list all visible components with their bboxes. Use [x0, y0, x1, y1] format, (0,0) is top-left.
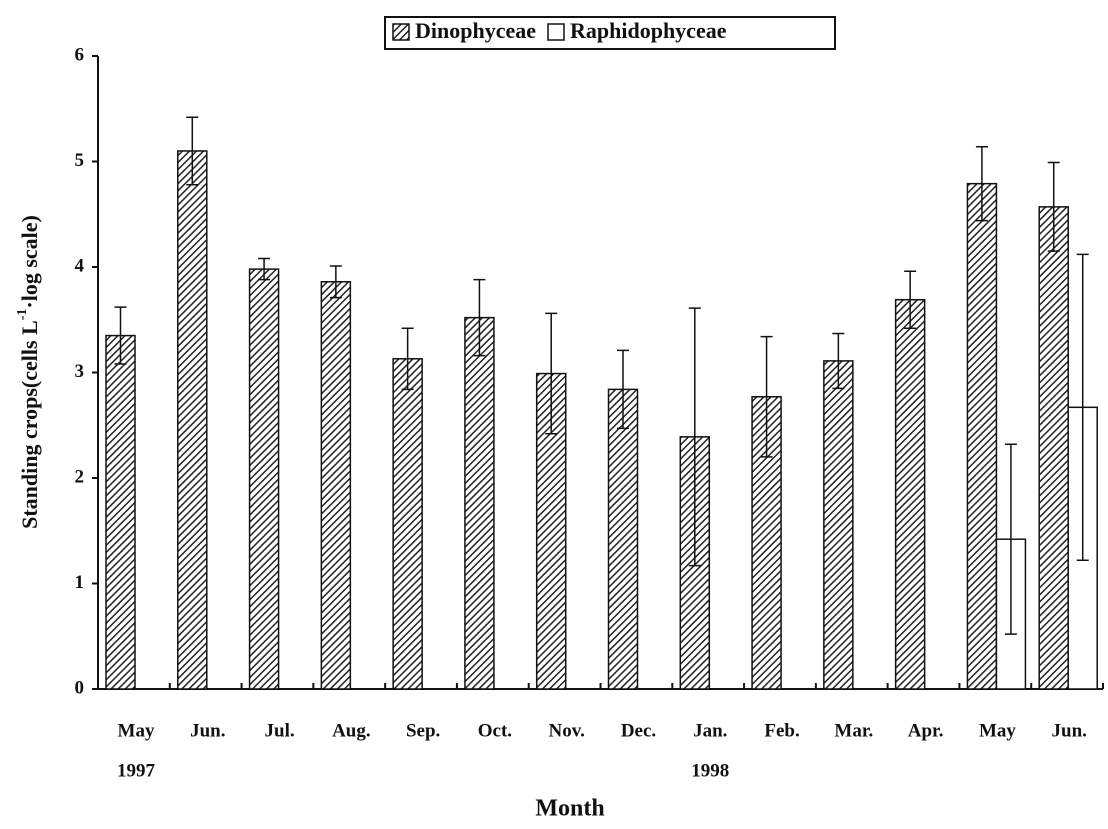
x-tick-label: Dec.	[621, 720, 656, 741]
error-bar	[473, 278, 486, 357]
error-bar	[904, 270, 917, 329]
bar	[1038, 206, 1069, 690]
error-bar	[760, 335, 773, 458]
x-tick-label: Apr.	[908, 720, 944, 741]
y-label-sup: -1	[15, 309, 30, 321]
year-label: 1998	[691, 760, 729, 781]
x-tick-label: May	[979, 720, 1016, 741]
x-tick-label: Mar.	[834, 720, 873, 741]
legend-frame	[384, 16, 836, 50]
x-tick-label: Aug.	[332, 720, 371, 741]
x-tick-label: Nov.	[548, 720, 584, 741]
y-axis-label: Standing crops(cells L-1·log scale)	[15, 215, 42, 529]
error-bar	[688, 307, 701, 567]
y-tick-label: 1	[75, 572, 85, 593]
legend: Dinophyceae Raphidophyceae	[384, 16, 836, 50]
x-tick-label: Oct.	[478, 720, 512, 741]
y-label-part: Standing crops(cells L	[17, 320, 42, 529]
bar	[392, 358, 423, 690]
y-tick-label: 4	[75, 255, 85, 276]
x-tick-label: Jan.	[693, 720, 727, 741]
error-bar	[1076, 253, 1089, 562]
y-tick-label: 5	[75, 150, 85, 171]
x-tick-label: Feb.	[764, 720, 799, 741]
bar	[894, 298, 926, 690]
error-bar	[1047, 161, 1060, 252]
x-tick-label: Jun.	[190, 720, 225, 741]
bar	[320, 281, 352, 690]
y-tick-label: 2	[75, 466, 85, 487]
error-bar	[258, 257, 271, 281]
legend-label: Dinophyceae	[415, 18, 536, 43]
y-label-part: ·log scale)	[17, 215, 42, 308]
error-bar	[401, 327, 414, 391]
legend-label: Raphidophyceae	[570, 18, 727, 43]
x-tick-label: Jun.	[1052, 720, 1087, 741]
error-bar	[186, 116, 199, 186]
y-tick-label: 3	[75, 361, 85, 382]
bar	[105, 334, 136, 690]
error-bar	[545, 312, 558, 435]
error-bar	[617, 349, 629, 430]
legend-swatch	[392, 23, 410, 41]
bar	[248, 268, 280, 690]
x-tick-label: Jul.	[265, 720, 295, 741]
error-bar	[114, 306, 127, 365]
y-tick-label: 0	[75, 677, 85, 698]
error-bar	[832, 332, 845, 390]
bar	[177, 150, 208, 690]
year-label: 1997	[117, 760, 156, 781]
legend-swatch	[547, 23, 565, 41]
y-tick-label: 6	[75, 44, 85, 65]
bar	[823, 360, 854, 690]
x-tick-label: Sep.	[406, 720, 440, 741]
x-axis-label: Month	[535, 796, 604, 822]
bar	[966, 182, 998, 690]
error-bar	[975, 145, 988, 222]
bar	[607, 388, 639, 690]
bar	[464, 316, 495, 690]
error-bar	[1004, 443, 1017, 635]
error-bar	[329, 265, 342, 299]
x-tick-label: May	[118, 720, 155, 741]
